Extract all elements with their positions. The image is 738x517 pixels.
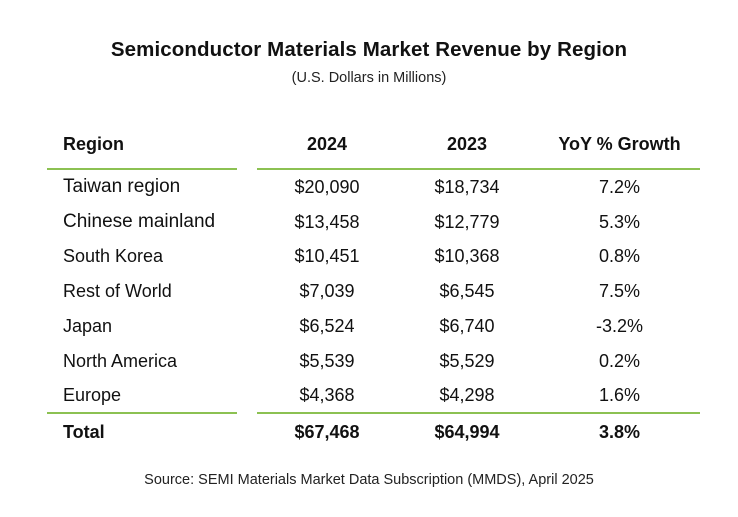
cell-yoy-growth: 1.6% (598, 385, 641, 405)
cell-2023: $6,740 (439, 316, 495, 336)
total-region: Total (63, 422, 105, 442)
total-yoy-growth: 3.8% (598, 422, 641, 442)
cell-2024: $20,090 (294, 177, 360, 197)
cell-yoy-growth: -3.2% (595, 316, 644, 336)
cell-2024: $7,039 (299, 281, 355, 301)
header-divider (257, 168, 397, 170)
cell-region: Europe (63, 385, 122, 405)
cell-region: South Korea (63, 246, 164, 266)
total-divider (397, 412, 537, 414)
cell-region: North America (63, 351, 178, 371)
header-divider (397, 168, 537, 170)
source-note: Source: SEMI Materials Market Data Subsc… (144, 472, 594, 488)
cell-2023: $12,779 (434, 212, 500, 232)
column-header-yoy-growth: YoY % Growth (558, 134, 681, 154)
total-divider (257, 412, 397, 414)
cell-yoy-growth: 7.2% (598, 177, 641, 197)
cell-region: Japan (63, 316, 113, 336)
cell-region: Rest of World (63, 281, 172, 301)
header-divider (47, 168, 237, 170)
column-header-2023: 2023 (446, 134, 488, 154)
cell-yoy-growth: 0.2% (598, 351, 641, 371)
cell-region: Taiwan region (63, 176, 181, 197)
total-divider (47, 412, 237, 414)
cell-2023: $18,734 (434, 177, 500, 197)
total-2023: $64,994 (434, 422, 500, 442)
cell-2023: $4,298 (439, 385, 495, 405)
cell-2024: $4,368 (299, 385, 355, 405)
cell-yoy-growth: 5.3% (598, 212, 641, 232)
column-header-2024: 2024 (306, 134, 348, 154)
cell-2024: $13,458 (294, 212, 360, 232)
table-subtitle: (U.S. Dollars in Millions) (291, 70, 447, 86)
table-title: Semiconductor Materials Market Revenue b… (110, 38, 628, 61)
total-divider (537, 412, 700, 414)
cell-2023: $10,368 (434, 246, 500, 266)
cell-2024: $10,451 (294, 246, 360, 266)
cell-2023: $6,545 (439, 281, 495, 301)
cell-2024: $5,539 (299, 351, 355, 371)
cell-2023: $5,529 (439, 351, 495, 371)
total-2024: $67,468 (294, 422, 360, 442)
header-divider (537, 168, 700, 170)
column-header-region: Region (63, 134, 124, 154)
cell-2024: $6,524 (299, 316, 355, 336)
cell-region: Chinese mainland (63, 211, 216, 232)
cell-yoy-growth: 0.8% (598, 246, 641, 266)
cell-yoy-growth: 7.5% (598, 281, 641, 301)
